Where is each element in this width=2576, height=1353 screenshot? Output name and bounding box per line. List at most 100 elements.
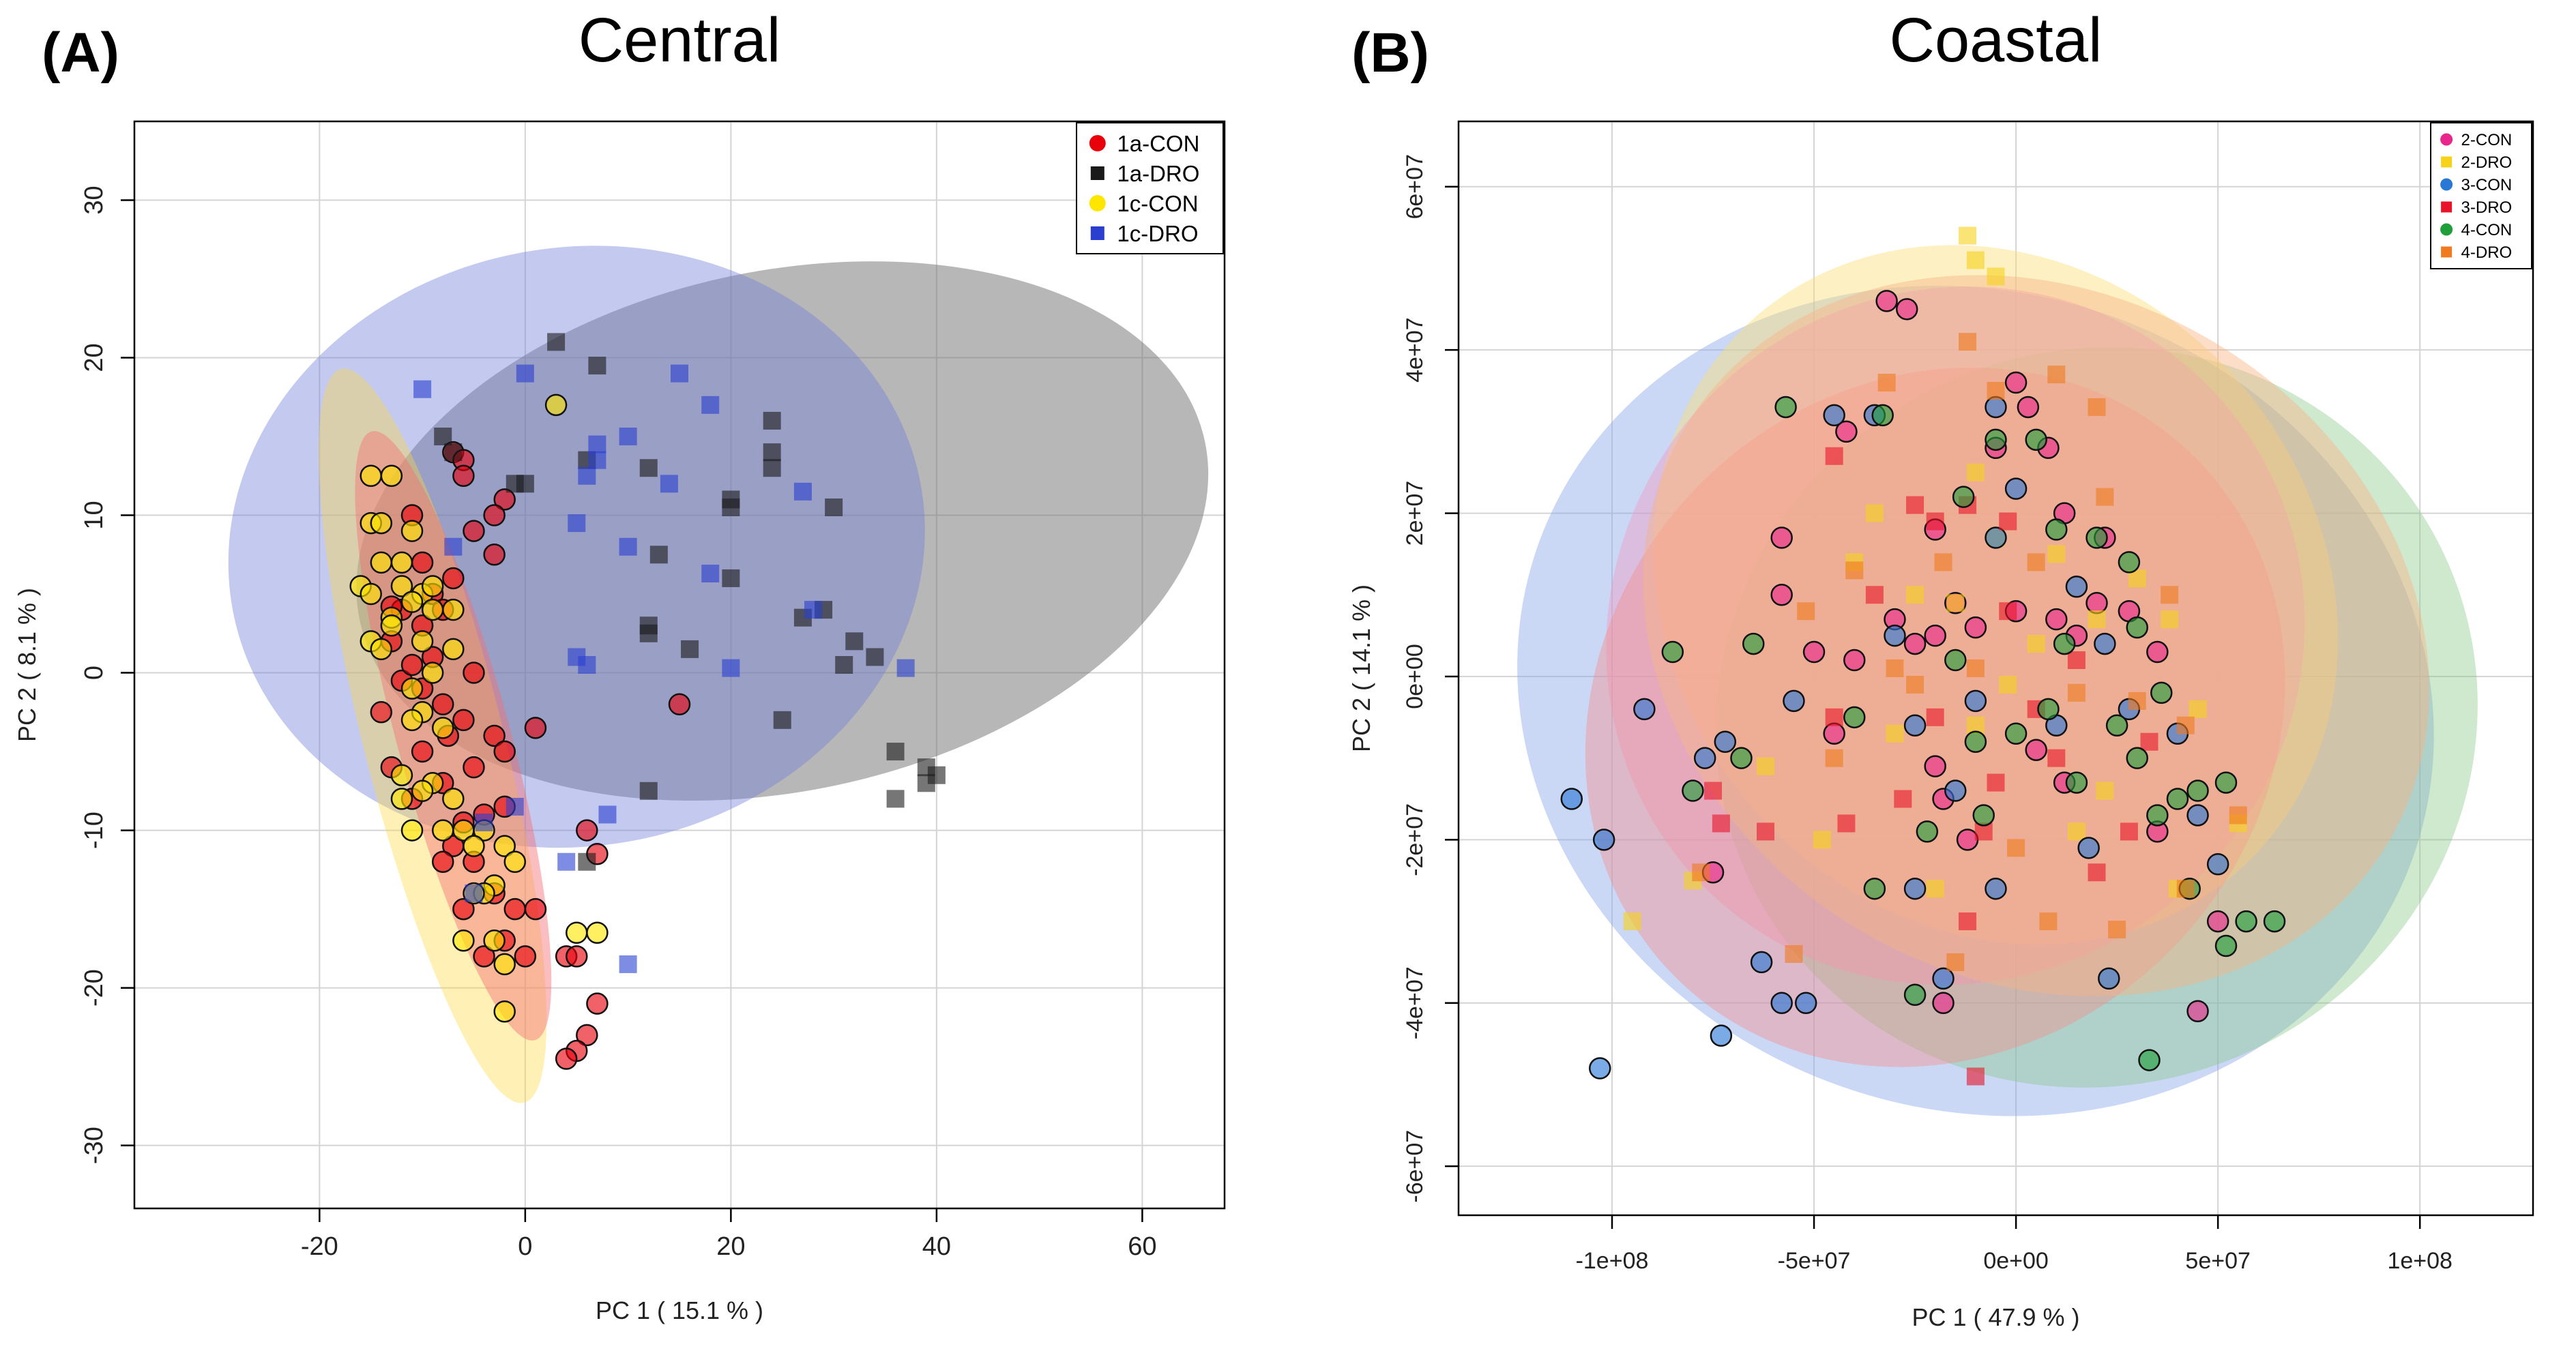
- point-3-DRO: [1825, 447, 1843, 465]
- legend-label: 3-CON: [2461, 176, 2513, 194]
- point-1c-DRO: [619, 955, 637, 973]
- y-tick-label: 6e+07: [1402, 154, 1428, 220]
- point-1a-CON: [524, 717, 547, 739]
- point-4-DRO: [1692, 863, 1710, 882]
- point-2-DRO: [1623, 912, 1641, 931]
- point-1c-CON: [411, 630, 434, 653]
- legend-label: 1a-DRO: [1117, 161, 1199, 186]
- ellipse-4-CON: [1716, 346, 2478, 1088]
- point-1a-DRO: [578, 852, 596, 871]
- series-3-DRO: [1704, 447, 2158, 1086]
- point-1a-DRO: [681, 640, 699, 658]
- point-1c-CON: [380, 614, 403, 637]
- point-3-DRO: [1712, 814, 1730, 833]
- point-3-DRO: [1865, 586, 1884, 604]
- y-tick-label: 30: [80, 185, 108, 214]
- point-3-CON: [1794, 992, 1817, 1015]
- point-1c-CON: [360, 464, 382, 488]
- point-1a-CON: [432, 850, 454, 874]
- point-2-DRO: [2189, 700, 2207, 718]
- point-4-DRO: [2039, 912, 2058, 931]
- point-2-CON: [1924, 624, 1946, 647]
- point-1a-CON: [432, 693, 454, 716]
- point-4-CON: [2214, 771, 2238, 794]
- x-tick-label: 0e+00: [1983, 1248, 2049, 1274]
- point-3-DRO: [1959, 912, 1977, 931]
- point-3-DRO: [1837, 814, 1856, 833]
- legend: 1a-CON 1a-DRO 1c-CON 1c-DRO: [1076, 122, 1224, 254]
- point-4-DRO: [2027, 553, 2045, 571]
- point-2-DRO: [2047, 545, 2066, 563]
- point-1a-DRO: [639, 459, 658, 477]
- legend-label: 4-CON: [2461, 221, 2513, 239]
- point-1c-CON: [411, 779, 434, 803]
- point-2-CON: [2186, 1000, 2209, 1022]
- legend-marker-1c-DRO: [1090, 226, 1104, 240]
- point-3-DRO: [1757, 822, 1774, 841]
- point-1c-DRO: [804, 601, 822, 619]
- y-tick-label: 20: [80, 343, 108, 372]
- point-1a-DRO: [434, 428, 452, 446]
- point-4-CON: [1985, 428, 2007, 451]
- point-1c-DRO: [722, 659, 740, 677]
- point-1a-CON: [463, 520, 485, 542]
- point-2-CON: [1843, 649, 1866, 672]
- point-1a-DRO: [588, 357, 606, 375]
- point-1c-DRO: [671, 364, 688, 383]
- point-2-CON: [2025, 739, 2047, 761]
- point-4-CON: [2118, 551, 2141, 574]
- point-4-CON: [2214, 934, 2238, 957]
- point-4-DRO: [1886, 659, 1904, 677]
- point-4-CON: [1863, 877, 1886, 900]
- legend-label: 2-CON: [2461, 131, 2513, 149]
- point-2-DRO: [2088, 610, 2106, 629]
- point-3-DRO: [2140, 732, 2158, 751]
- point-1a-DRO: [886, 790, 905, 808]
- point-1a-CON: [483, 544, 506, 566]
- point-3-CON: [1964, 689, 1987, 713]
- point-1a-CON: [442, 567, 465, 590]
- plot-area: [228, 246, 1209, 1103]
- point-4-CON: [2085, 526, 2108, 549]
- point-2-DRO: [2067, 822, 2085, 841]
- point-1a-DRO: [722, 498, 740, 516]
- point-2-CON: [1823, 722, 1845, 745]
- point-3-CON: [1985, 877, 2007, 900]
- point-2-CON: [1875, 290, 1898, 312]
- point-1a-CON: [463, 661, 485, 684]
- series-1c-DRO: [413, 364, 915, 973]
- point-1c-DRO: [475, 814, 493, 832]
- point-3-CON: [1903, 877, 1927, 900]
- ellipse-1c-CON: [319, 368, 547, 1103]
- point-1c-CON: [400, 520, 424, 542]
- point-3-DRO: [1999, 602, 2017, 621]
- point-1c-DRO: [568, 514, 586, 533]
- point-3-CON: [1592, 829, 1615, 851]
- point-2-DRO: [1926, 880, 1944, 898]
- series-1a-DRO: [434, 333, 946, 871]
- point-2-CON: [1770, 526, 1793, 549]
- point-1c-CON: [442, 788, 465, 810]
- point-4-CON: [1742, 632, 1765, 655]
- point-1c-CON: [503, 850, 527, 874]
- legend-marker-3-CON: [2440, 178, 2453, 191]
- point-1a-DRO: [444, 443, 463, 462]
- point-4-DRO: [2176, 716, 2195, 734]
- point-1c-CON: [432, 717, 454, 739]
- x-tick-label: -5e+07: [1778, 1248, 1851, 1274]
- x-tick-label: 0: [518, 1232, 532, 1261]
- panel-label: (A): [42, 22, 119, 84]
- point-1c-CON: [493, 835, 516, 857]
- x-axis-title: PC 1 ( 15.1 % ): [596, 1296, 763, 1324]
- x-tick-label: 1e+08: [2387, 1248, 2453, 1274]
- point-1a-CON: [493, 488, 516, 511]
- point-1c-DRO: [578, 656, 596, 674]
- point-4-DRO: [1845, 561, 1864, 580]
- point-3-CON: [1750, 951, 1773, 974]
- point-1a-CON: [452, 897, 475, 921]
- point-1a-DRO: [763, 443, 781, 462]
- point-1c-DRO: [701, 396, 720, 414]
- point-1a-DRO: [866, 648, 884, 666]
- point-1c-DRO: [444, 537, 463, 556]
- point-4-DRO: [2161, 586, 2179, 604]
